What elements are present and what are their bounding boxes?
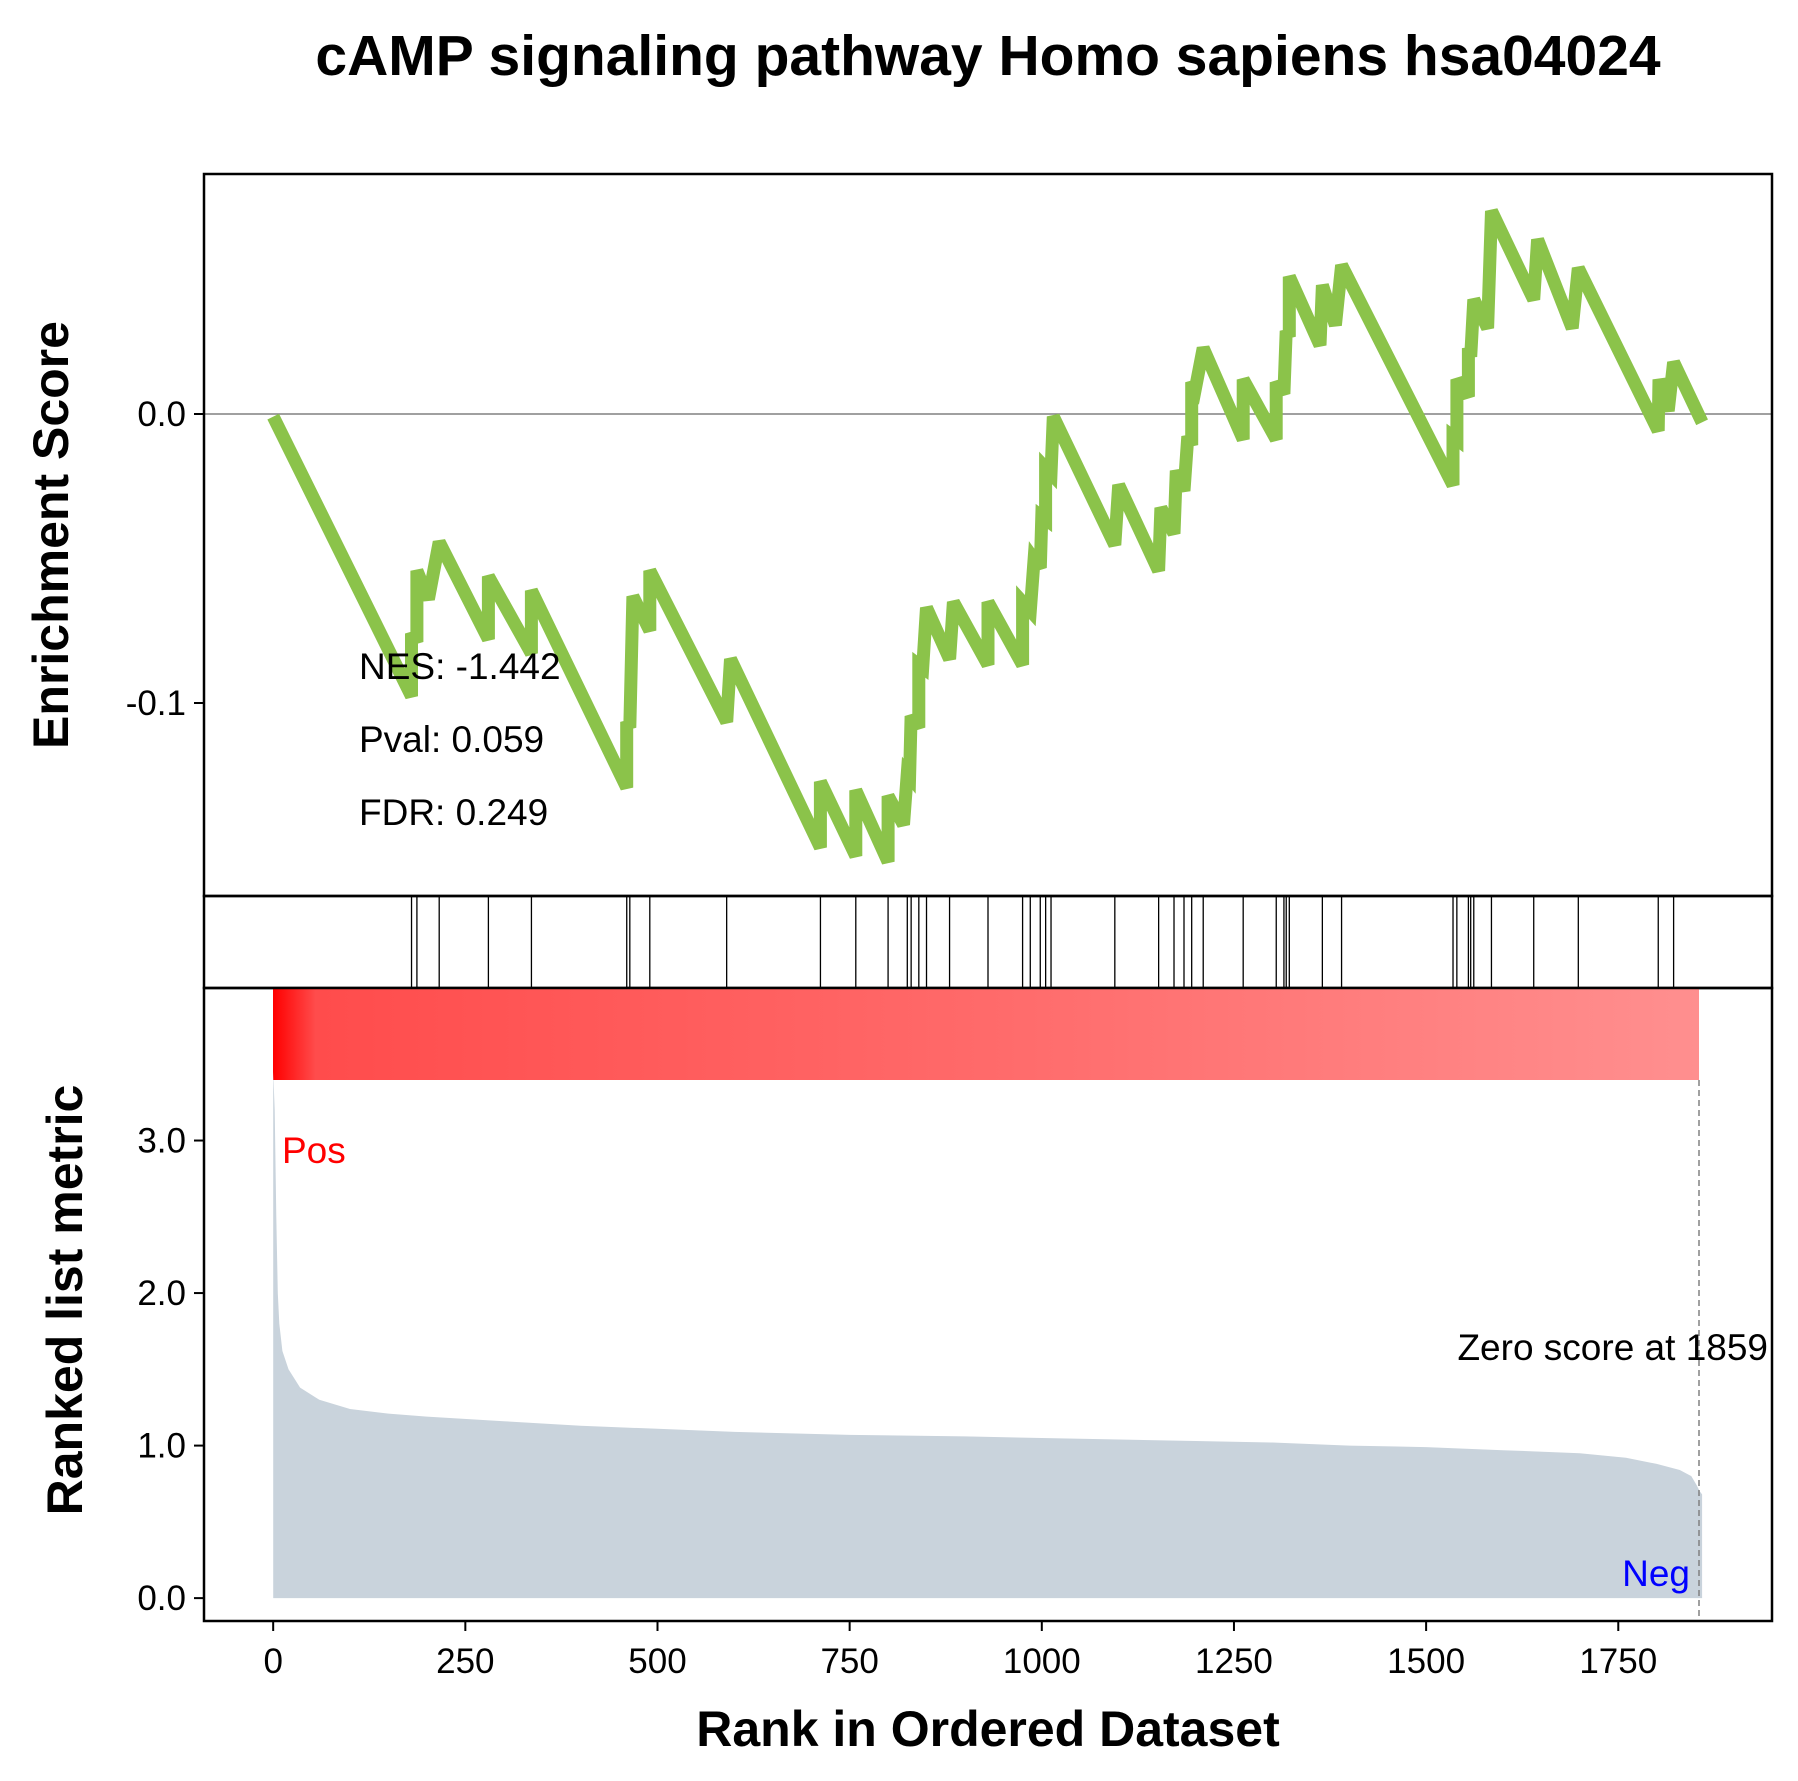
es-y-tick-label: 0.0	[137, 395, 186, 434]
x-axis: 0 250 500 750 1000 1250 1500 1750	[263, 1621, 1657, 1681]
enrichment-score-line	[267, 208, 1708, 865]
ranked-metric-area	[273, 1071, 1703, 1599]
x-tick-label: 250	[436, 1642, 494, 1681]
nes-label: NES: -1.442	[359, 646, 561, 687]
pval-label: Pval: 0.059	[359, 719, 544, 760]
es-y-tick-label: -0.1	[126, 684, 186, 723]
zero-score-label: Zero score at 1859	[1457, 1327, 1768, 1368]
es-y-axis-label: Enrichment Score	[23, 321, 79, 749]
metric-y-axis-label: Ranked list metric	[37, 1085, 93, 1516]
metric-y-tick-label: 0.0	[137, 1579, 186, 1618]
x-tick-label: 1250	[1195, 1642, 1273, 1681]
x-tick-label: 1000	[1003, 1642, 1081, 1681]
enrichment-panel: 0.0 -0.1 Enrichment Score NES: -1.442 Pv…	[23, 172, 1774, 898]
metric-y-tick-label: 1.0	[137, 1427, 186, 1466]
x-tick-label: 750	[820, 1642, 878, 1681]
ranked-metric-panel: Pos Neg Zero score at 1859 0.01.02.03.0 …	[37, 986, 1774, 1623]
pos-label: Pos	[282, 1130, 346, 1171]
ranked-panel-frame	[202, 986, 1774, 1623]
x-tick-label: 1750	[1579, 1642, 1657, 1681]
neg-label: Neg	[1622, 1553, 1690, 1594]
fdr-label: FDR: 0.249	[359, 792, 548, 833]
metric-y-tick-label: 3.0	[137, 1122, 186, 1161]
x-tick-label: 1500	[1387, 1642, 1465, 1681]
x-tick-label: 0	[263, 1642, 282, 1681]
chart-title: cAMP signaling pathway Homo sapiens hsa0…	[315, 24, 1661, 88]
x-axis-label: Rank in Ordered Dataset	[696, 1701, 1280, 1757]
metric-y-tick-label: 2.0	[137, 1274, 186, 1313]
rank-gradient-bar	[273, 988, 1699, 1080]
hits-panel	[202, 894, 1774, 990]
x-tick-label: 500	[628, 1642, 686, 1681]
